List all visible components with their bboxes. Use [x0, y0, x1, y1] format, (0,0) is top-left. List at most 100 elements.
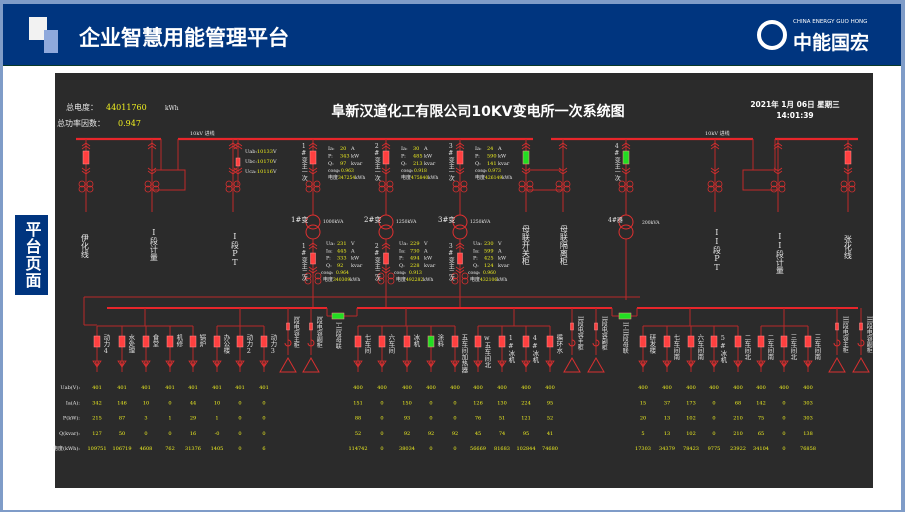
- lv-value: 124: [484, 263, 494, 269]
- lv-value: 0.913: [409, 270, 422, 276]
- lv-value: 445: [337, 248, 347, 254]
- current-transformer-icon: [840, 180, 848, 188]
- feeder-q-value: 52: [355, 431, 361, 437]
- feeder-label-2: 食堂: [150, 334, 159, 347]
- current-transformer-icon: [715, 180, 723, 188]
- disconnector-chevron-icon: [81, 167, 91, 175]
- load-arrow-icon: [165, 360, 175, 369]
- load-arrow-icon: [377, 360, 387, 369]
- feeder-q-value: 0: [380, 431, 383, 437]
- load-arrow-icon: [117, 360, 127, 369]
- load-arrow-icon: [188, 360, 198, 369]
- current-transformer-icon: [314, 272, 322, 280]
- feeder-switch-9: [378, 335, 386, 348]
- current-transformer-icon: [152, 185, 160, 193]
- feeder-switch-2: [142, 335, 150, 348]
- feeder-uab-value: 401: [165, 385, 175, 391]
- feeder-label-4: 锅炉: [197, 334, 206, 347]
- current-transformer-icon: [618, 180, 626, 188]
- feeder-p-value: 87: [119, 416, 125, 422]
- lv-field-label: 电度: [396, 276, 406, 283]
- bus-label: 10kV 进线: [705, 130, 730, 137]
- feeder-label-9: 六车间: [386, 334, 395, 354]
- lv-field-label: cosφ:: [394, 271, 407, 276]
- feeder-q-value: 0: [782, 431, 785, 437]
- transformer-name: 1#变: [291, 215, 308, 224]
- lv-value: 492282: [406, 277, 423, 283]
- hv-unit: kW: [351, 154, 360, 160]
- hv-value: 141: [487, 161, 497, 167]
- bus-tie-switch: [618, 312, 632, 320]
- logo-english: CHINA ENERGY GUO HONG: [793, 19, 868, 25]
- current-transformer-icon: [233, 185, 241, 193]
- feeder-label-24: 三车间南: [812, 334, 821, 360]
- disconnector-chevron-icon: [558, 142, 568, 150]
- feeder-p-value: 215: [92, 416, 102, 422]
- transformer-name: 3#变: [438, 215, 455, 224]
- current-transformer-icon: [518, 180, 526, 188]
- feeder-energy-value: 6: [262, 446, 265, 452]
- feeder-q-value: 0: [712, 431, 715, 437]
- row-label: 电度(kWh):: [53, 445, 80, 452]
- transformer-winding-icon: [378, 224, 394, 240]
- lv-field-label: P:: [399, 256, 404, 262]
- current-transformer-icon: [770, 180, 778, 188]
- feeder-energy-value: 102844: [516, 446, 535, 452]
- hv-unit: kWh: [355, 175, 365, 181]
- feeder-switch-12: [451, 335, 459, 348]
- feeder-uab-value: 400: [545, 385, 555, 391]
- capacitor-label: I段电容主柜: [292, 316, 300, 349]
- row-label: Ia(A):: [66, 399, 80, 406]
- sidebar-tab-platform-page[interactable]: 平台页面: [15, 215, 48, 295]
- feeder-q-value: 50: [119, 431, 125, 437]
- hv-value: 0.973: [488, 168, 501, 174]
- current-transformer-icon: [555, 180, 563, 188]
- hv-value: 213: [413, 161, 423, 167]
- feeder-energy-value: 17303: [635, 446, 651, 452]
- feeder-p-value: 0: [712, 416, 715, 422]
- bus-tie-label: II-III段母联: [621, 322, 629, 354]
- feeder-p-value: 1: [215, 416, 218, 422]
- hv-field-label: cosφ:: [401, 169, 414, 174]
- feeder-q-value: 138: [803, 431, 813, 437]
- top-feeder-label-3: 母联开关柜: [521, 225, 531, 265]
- feeder-energy-value: 31376: [185, 446, 201, 452]
- lv-field-label: Ia:: [326, 248, 333, 254]
- current-transformer-icon: [86, 180, 94, 188]
- feeder-switch-24: [804, 335, 812, 348]
- feeder-p-value: 0: [453, 416, 456, 422]
- feeder-energy-value: 106719: [112, 446, 131, 452]
- load-arrow-icon: [92, 360, 102, 369]
- current-transformer-icon: [526, 185, 534, 193]
- app-title: 企业智慧用能管理平台: [79, 26, 289, 50]
- lv-value: 228: [410, 263, 420, 269]
- diagram-time: 14:01:39: [776, 111, 813, 120]
- disconnector-chevron-icon: [381, 142, 391, 150]
- feeder-label-18: 七车间南: [671, 334, 680, 360]
- feeder-energy-value: 109751: [87, 446, 106, 452]
- feeder-q-value: 0: [144, 431, 147, 437]
- transformer-winding-icon: [618, 214, 634, 230]
- current-transformer-icon: [452, 180, 460, 188]
- bus-tie-label: I-II段母联: [334, 322, 342, 350]
- feeder-label-12: 五车间加热器: [459, 334, 468, 373]
- transformer-lv-switch: [310, 252, 316, 265]
- current-transformer-icon: [144, 180, 152, 188]
- feeder-uab-value: 400: [521, 385, 531, 391]
- top-feeder-switch: [844, 150, 852, 165]
- hv-value: 343: [340, 154, 350, 160]
- bus-tie-cabinet: [525, 169, 564, 191]
- load-arrow-icon: [402, 360, 412, 369]
- lv-unit: V: [497, 241, 502, 247]
- feeder-uab-value: 401: [212, 385, 222, 391]
- lv-value: 92: [337, 263, 343, 269]
- hv-unit: kvar: [424, 161, 436, 167]
- current-transformer-icon: [313, 185, 321, 193]
- feeder-q-value: 95: [523, 431, 529, 437]
- hv-field-label: P:: [401, 154, 406, 160]
- disconnector-chevron-icon: [233, 142, 243, 150]
- feeder-ia-value: 342: [92, 400, 102, 406]
- disconnector-chevron-icon: [308, 266, 318, 274]
- current-transformer-icon: [152, 180, 160, 188]
- hv-field-label: 电度: [475, 174, 485, 181]
